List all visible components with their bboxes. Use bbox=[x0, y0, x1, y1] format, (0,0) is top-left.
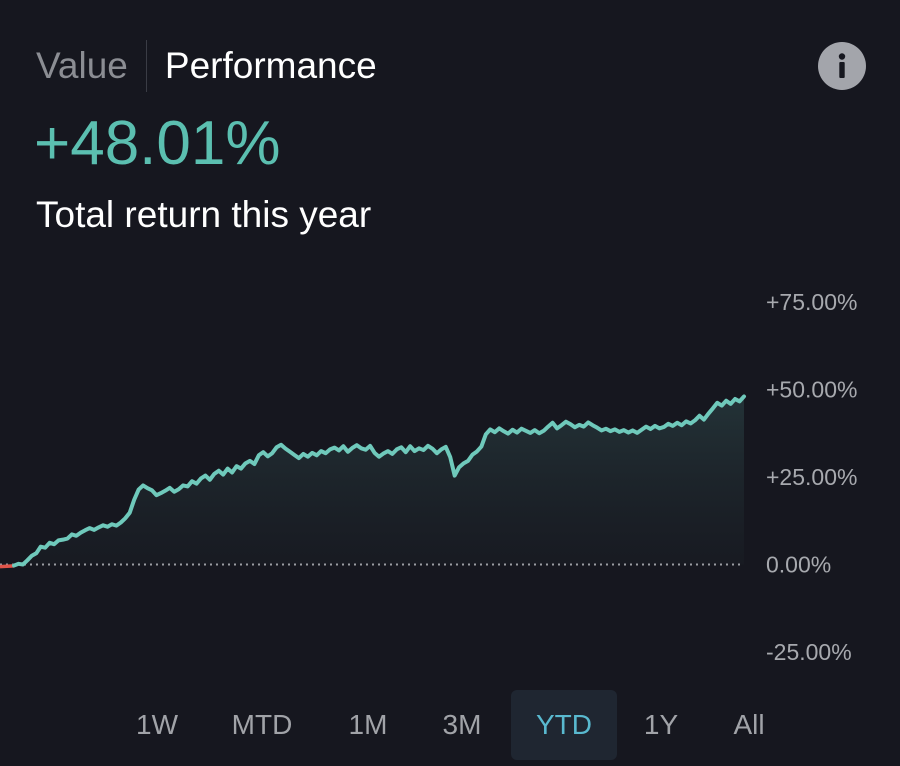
y-tick-label: +75.00% bbox=[766, 289, 857, 315]
total-return-label: Total return this year bbox=[36, 194, 372, 235]
y-tick-label: +25.00% bbox=[766, 464, 857, 490]
performance-chart: +75.00% +50.00% +25.00% 0.00% -25.00% bbox=[0, 289, 857, 665]
tab-performance[interactable]: Performance bbox=[164, 45, 377, 86]
total-return-value: +48.01% bbox=[34, 109, 281, 178]
range-1y-button[interactable]: 1Y bbox=[643, 709, 679, 740]
tab-value[interactable]: Value bbox=[36, 45, 128, 86]
info-button[interactable] bbox=[818, 42, 866, 90]
tab-divider bbox=[145, 40, 147, 92]
range-1w-button[interactable]: 1W bbox=[136, 709, 178, 740]
view-tabs: Value Performance bbox=[36, 38, 377, 94]
range-1m-button[interactable]: 1M bbox=[348, 709, 388, 740]
negative-segment bbox=[0, 564, 15, 569]
range-selector: 1W MTD 1M 3M YTD 1Y All bbox=[0, 690, 900, 760]
range-ytd-button[interactable]: YTD bbox=[511, 690, 617, 760]
y-tick-label: +50.00% bbox=[766, 377, 857, 403]
range-all-button[interactable]: All bbox=[733, 709, 765, 740]
y-tick-label: -25.00% bbox=[766, 639, 852, 665]
range-mtd-button[interactable]: MTD bbox=[231, 709, 293, 740]
performance-area bbox=[14, 396, 744, 566]
info-icon bbox=[838, 53, 846, 78]
range-3m-button[interactable]: 3M bbox=[442, 709, 482, 740]
y-tick-label: 0.00% bbox=[766, 552, 831, 578]
performance-line bbox=[12, 394, 746, 568]
